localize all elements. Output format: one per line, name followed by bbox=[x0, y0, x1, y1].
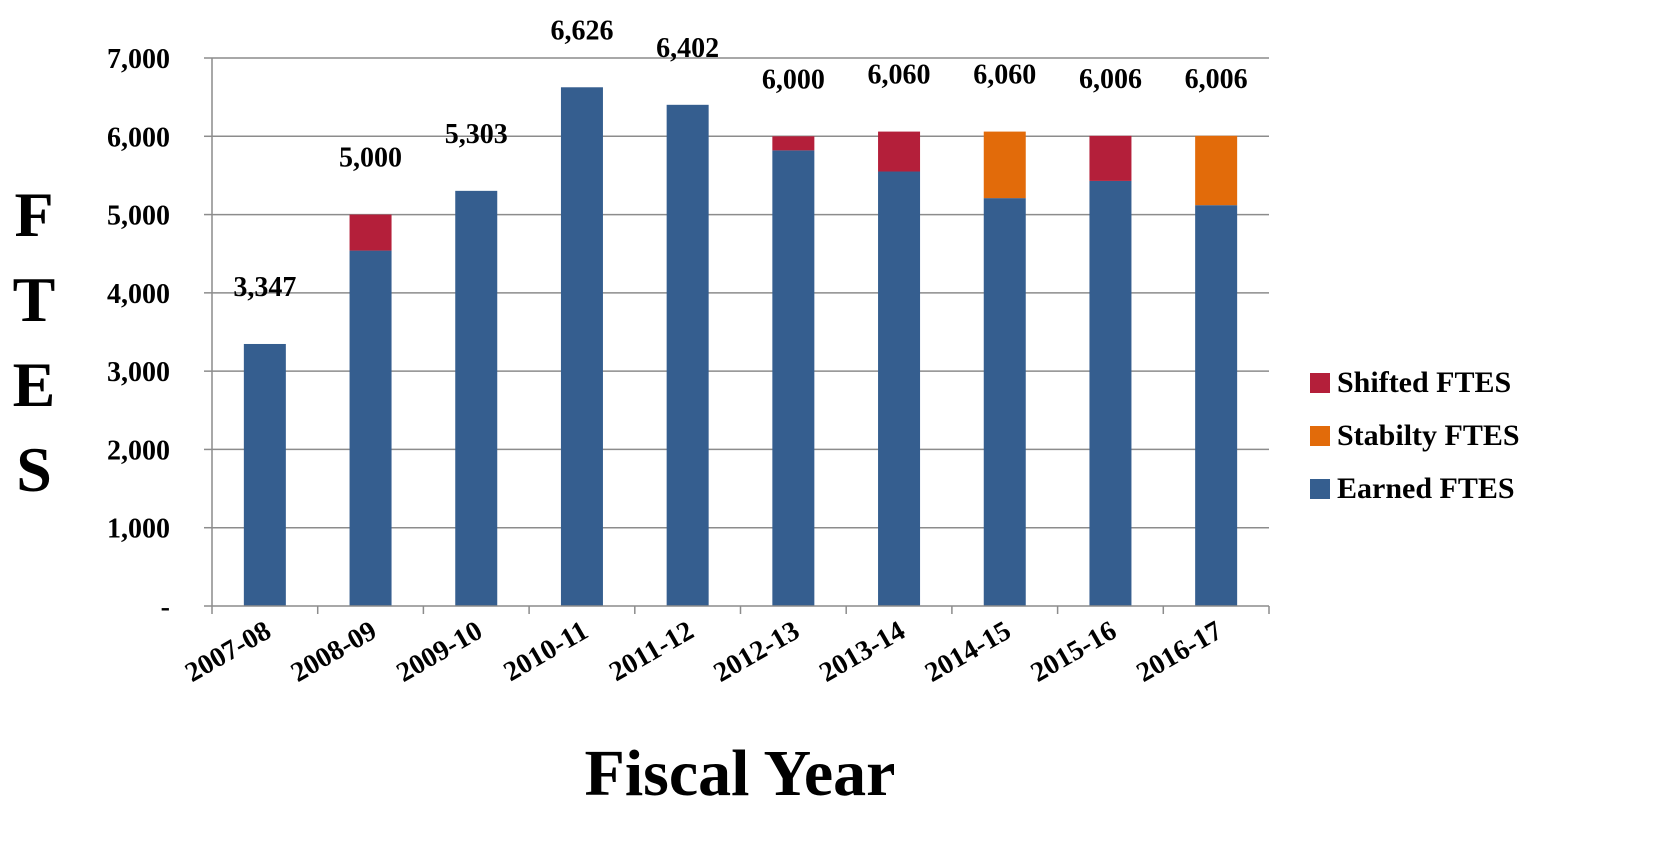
data-label: 6,626 bbox=[550, 15, 613, 46]
y-tick-labels: - 1,000 2,000 3,000 4,000 5,000 6,000 7,000 bbox=[107, 44, 170, 623]
bar-segment-stabilty-ftes bbox=[1195, 135, 1238, 206]
data-label: 5,000 bbox=[339, 143, 402, 174]
x-tick-labels: 2007-08 2008-09 2009-10 2010-11 2011-12 2012-… bbox=[180, 615, 1228, 689]
data-label: 6,000 bbox=[762, 64, 825, 95]
y-tick-label: 3,000 bbox=[107, 357, 170, 388]
legend-label: Stabilty FTES bbox=[1337, 419, 1520, 452]
data-label: 3,347 bbox=[233, 272, 296, 303]
bar-segment-stabilty-ftes bbox=[983, 131, 1026, 199]
legend-swatch bbox=[1310, 373, 1330, 393]
bar-segment-shifted-ftes bbox=[878, 131, 921, 172]
x-tick-label: 2016-17 bbox=[1131, 615, 1227, 689]
x-tick-label: 2008-09 bbox=[286, 615, 382, 689]
y-tick-label: 7,000 bbox=[107, 44, 170, 75]
data-labels: 3,347 5,000 5,303 6,626 6,402 6,000 6,060 6,060… bbox=[233, 15, 1247, 303]
y-axis-title-letter: T bbox=[13, 264, 56, 335]
x-tick-label: 2010-11 bbox=[498, 615, 593, 688]
bar-segment-earned-ftes bbox=[349, 250, 392, 606]
x-tick-label: 2009-10 bbox=[391, 615, 487, 689]
data-label: 6,006 bbox=[1185, 64, 1248, 95]
bar-segment-earned-ftes bbox=[772, 150, 815, 606]
bar-segment-shifted-ftes bbox=[1089, 135, 1132, 181]
axes bbox=[204, 57, 1270, 614]
x-tick-label: 2013-14 bbox=[814, 615, 910, 689]
bar-segment-earned-ftes bbox=[1089, 180, 1132, 606]
legend-swatch bbox=[1310, 479, 1330, 499]
data-label: 6,060 bbox=[868, 60, 931, 91]
bar-segment-shifted-ftes bbox=[349, 214, 392, 251]
y-tick-label: - bbox=[161, 592, 170, 623]
bar-segment-earned-ftes bbox=[1195, 205, 1238, 607]
bars bbox=[243, 87, 1238, 607]
x-tick-label: 2007-08 bbox=[180, 615, 276, 689]
x-tick-label: 2011-12 bbox=[604, 615, 699, 688]
x-axis-title: Fiscal Year bbox=[585, 737, 896, 810]
legend: Shifted FTES Stabilty FTES Earned FTES bbox=[1310, 366, 1520, 505]
data-label: 6,402 bbox=[656, 33, 719, 64]
y-tick-label: 4,000 bbox=[107, 279, 170, 310]
data-label: 5,303 bbox=[445, 119, 508, 150]
bar-segment-earned-ftes bbox=[666, 104, 709, 607]
legend-swatch bbox=[1310, 426, 1330, 446]
bar-segment-earned-ftes bbox=[560, 87, 603, 606]
data-label: 6,060 bbox=[973, 60, 1036, 91]
bar-segment-shifted-ftes bbox=[772, 136, 815, 151]
y-tick-label: 6,000 bbox=[107, 122, 170, 153]
bar-segment-earned-ftes bbox=[878, 171, 921, 606]
y-axis-title-letter: F bbox=[14, 179, 53, 250]
y-tick-label: 5,000 bbox=[107, 201, 170, 232]
y-axis-title-letter: S bbox=[16, 434, 52, 505]
y-tick-label: 1,000 bbox=[107, 514, 170, 545]
legend-label: Shifted FTES bbox=[1337, 366, 1511, 399]
bar-segment-earned-ftes bbox=[983, 198, 1026, 607]
bar-segment-earned-ftes bbox=[243, 343, 286, 606]
x-tick-label: 2015-16 bbox=[1026, 615, 1122, 689]
bar-segment-earned-ftes bbox=[455, 190, 498, 606]
x-tick-label: 2014-15 bbox=[920, 615, 1016, 689]
y-tick-label: 2,000 bbox=[107, 435, 170, 466]
y-axis-title-letter: E bbox=[13, 349, 56, 420]
legend-label: Earned FTES bbox=[1337, 472, 1515, 505]
data-label: 6,006 bbox=[1079, 64, 1142, 95]
y-axis-title: FTES bbox=[13, 179, 56, 505]
x-tick-label: 2012-13 bbox=[709, 615, 805, 689]
